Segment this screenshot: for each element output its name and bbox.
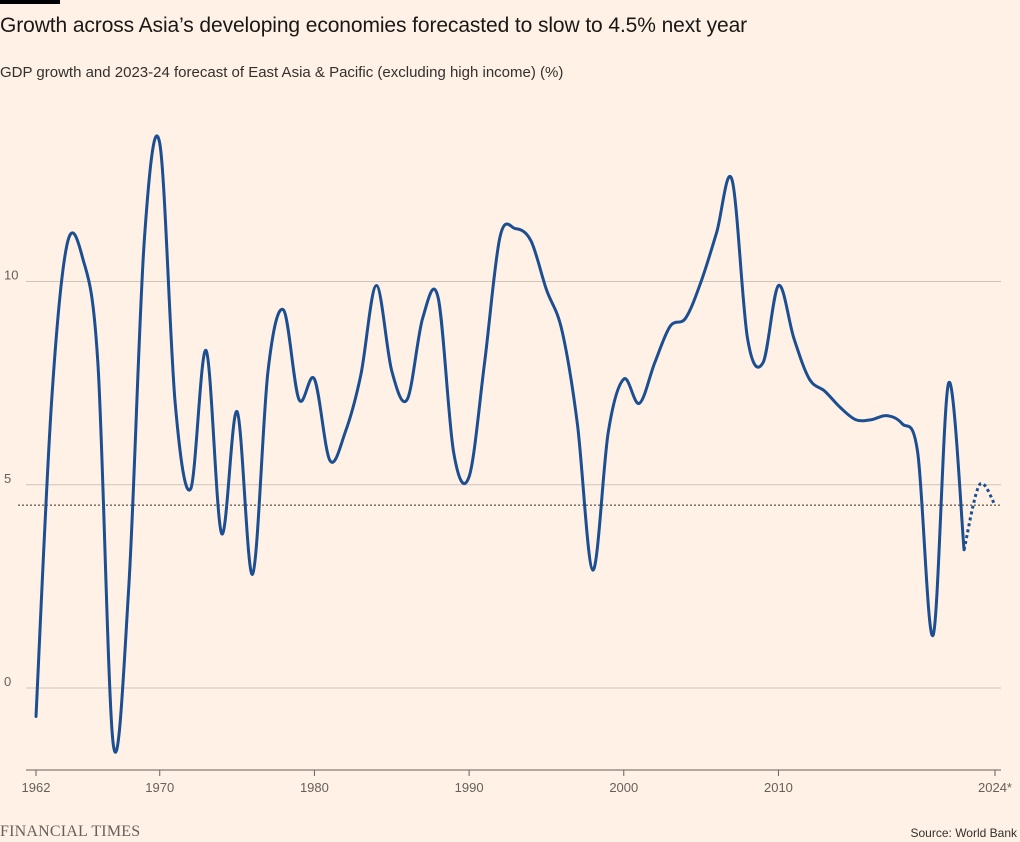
x-tick-label: 1970 [145, 780, 174, 795]
x-tick-label: 2024* [978, 780, 1012, 795]
x-tick-label: 1990 [455, 780, 484, 795]
x-tick-label: 2010 [764, 780, 793, 795]
brand-logo-text: FINANCIAL TIMES [0, 823, 141, 840]
x-tick-label: 1962 [22, 780, 51, 795]
x-tick-label: 2000 [609, 780, 638, 795]
source-note: Source: World Bank [910, 826, 1018, 840]
brand-accent-bar [0, 0, 60, 4]
y-tick-label: 10 [4, 268, 18, 283]
y-tick-label: 0 [4, 674, 11, 689]
y-tick-label: 5 [4, 471, 11, 486]
chart-subtitle: GDP growth and 2023-24 forecast of East … [0, 64, 564, 81]
chart-title: Growth across Asia’s developing economie… [0, 14, 748, 37]
forecast-series-line [962, 481, 997, 551]
gdp-series-line [34, 134, 966, 754]
x-tick-label: 1980 [300, 780, 329, 795]
